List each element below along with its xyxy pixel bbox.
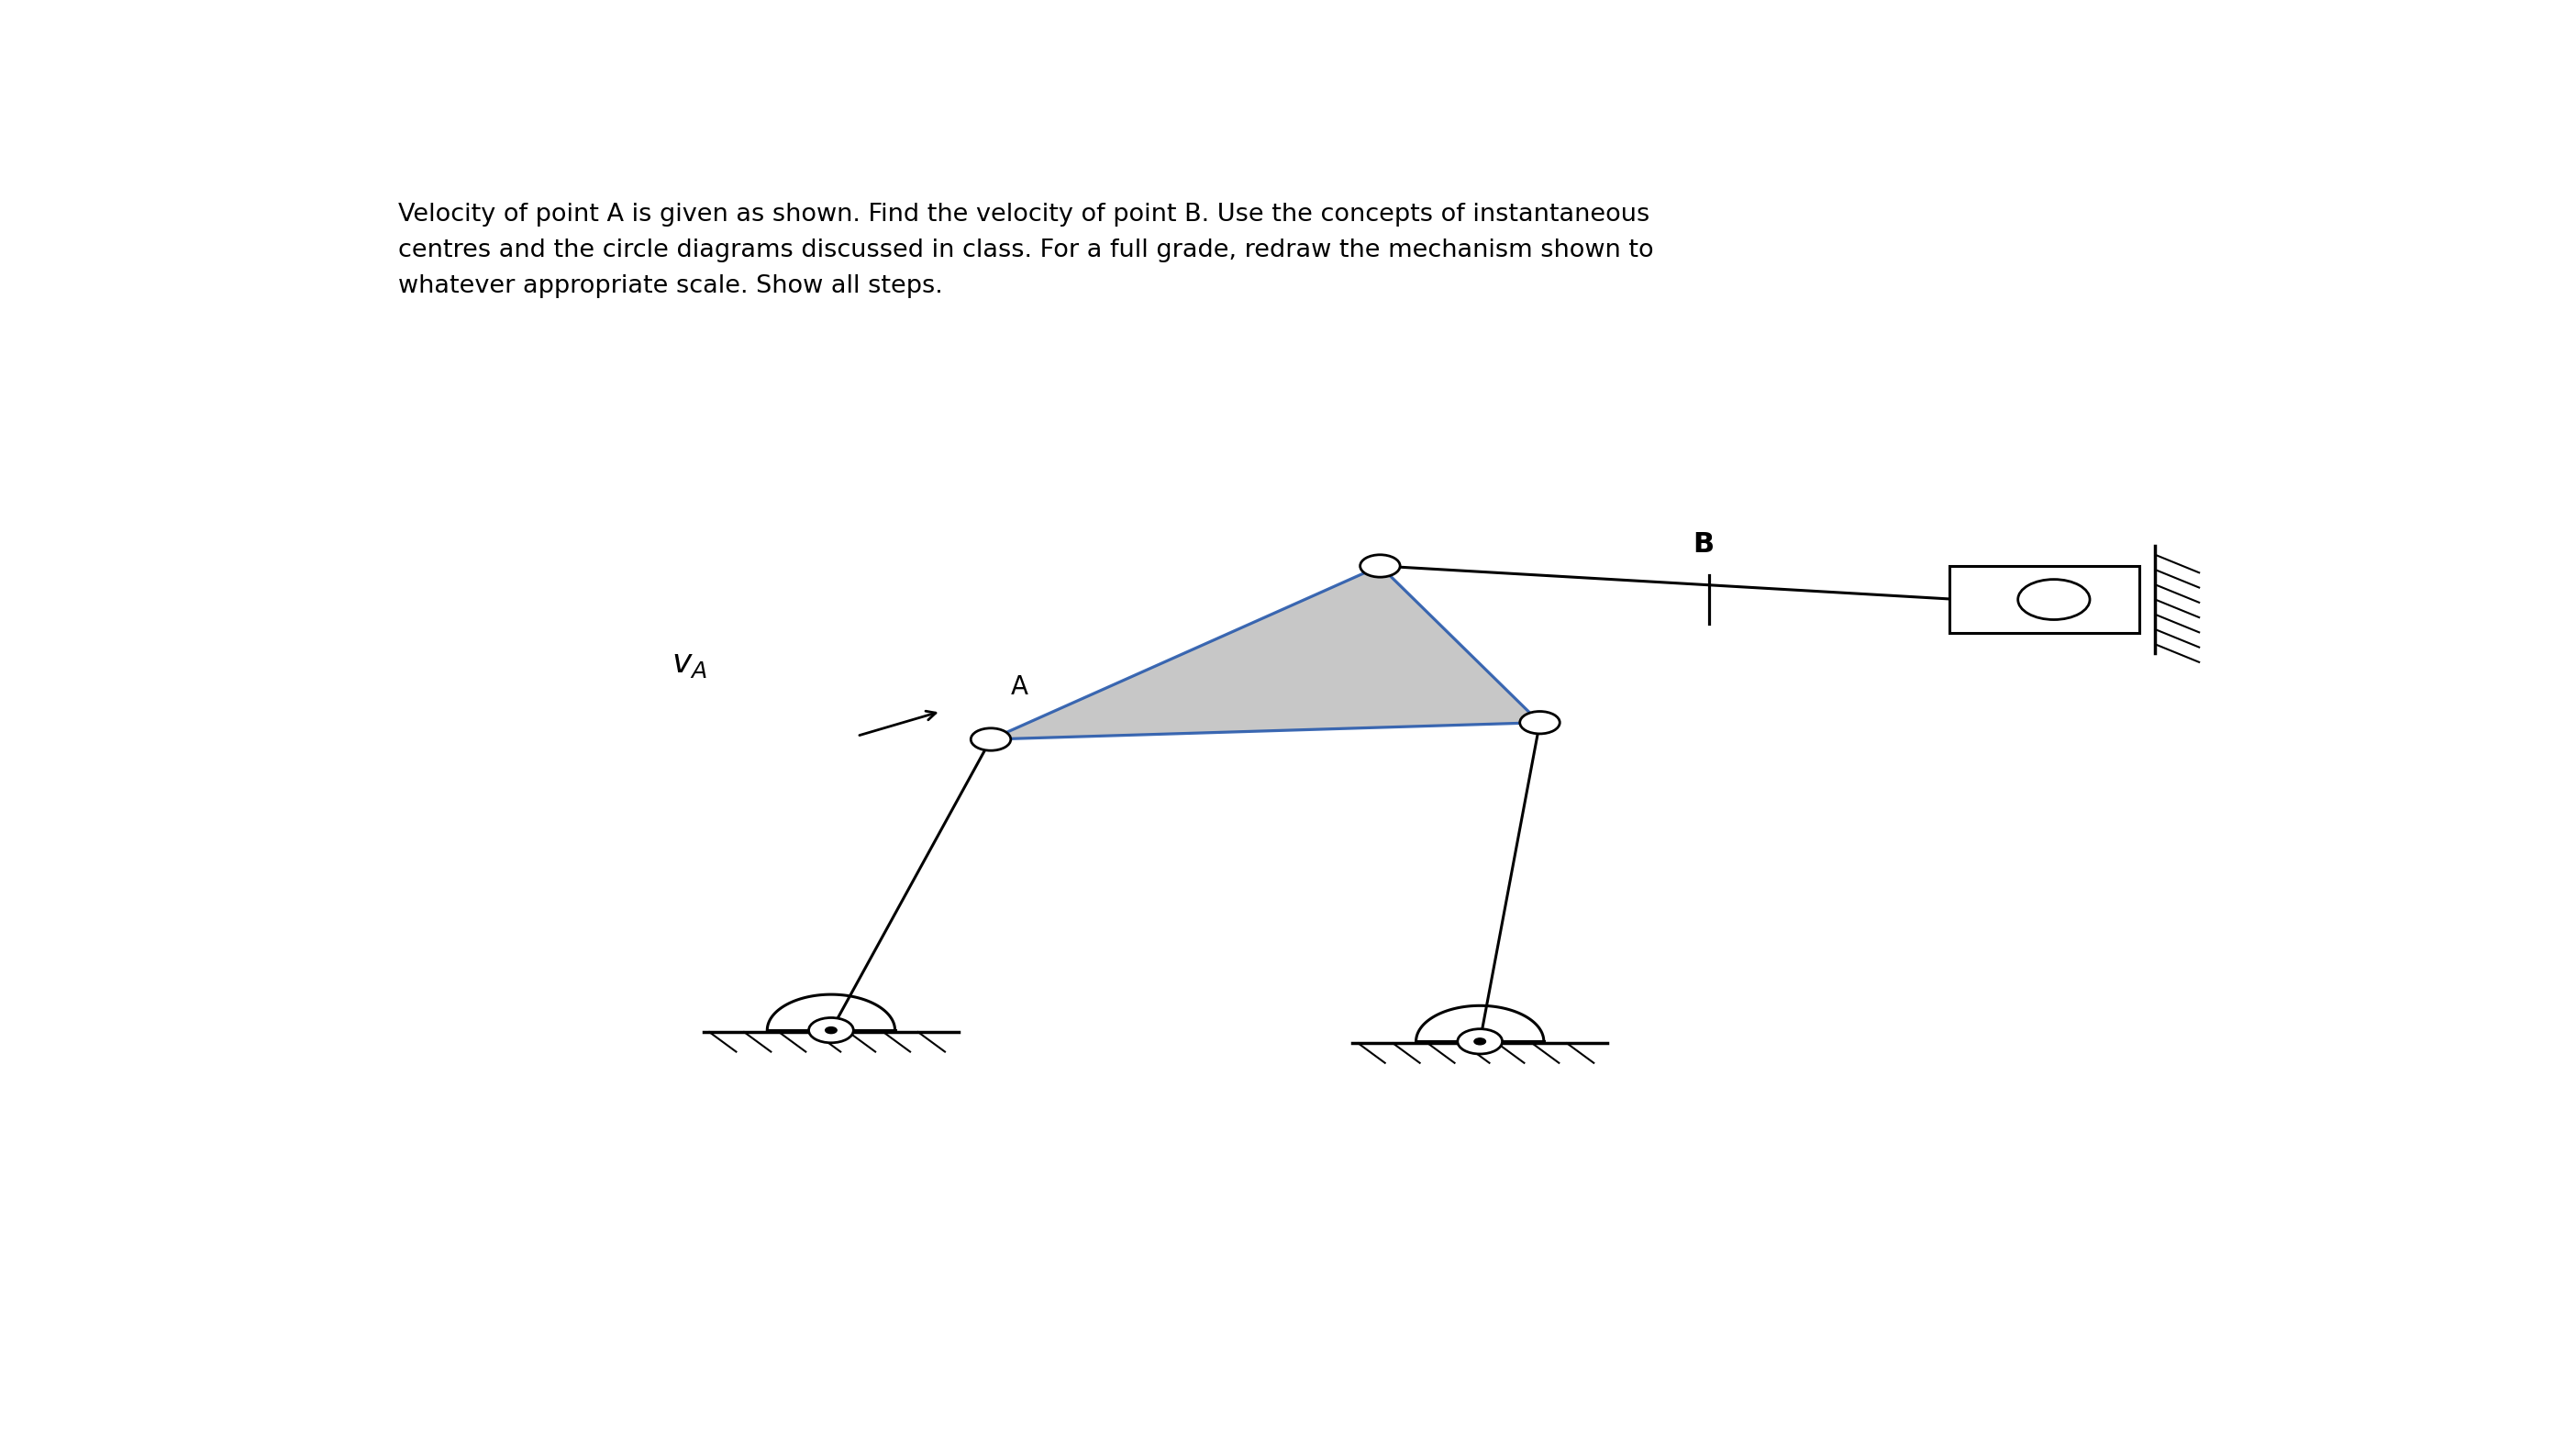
Circle shape <box>1473 1039 1486 1045</box>
Text: $\mathit{v}_A$: $\mathit{v}_A$ <box>672 648 706 680</box>
Circle shape <box>1458 1029 1502 1053</box>
Circle shape <box>1520 712 1561 734</box>
Circle shape <box>824 1027 837 1033</box>
Bar <box>1950 565 2138 634</box>
Circle shape <box>971 728 1010 751</box>
Text: B: B <box>1692 532 1713 558</box>
Polygon shape <box>992 565 1540 740</box>
Circle shape <box>2017 580 2089 619</box>
Text: A: A <box>1010 674 1028 700</box>
Circle shape <box>809 1017 853 1043</box>
Circle shape <box>1360 555 1401 577</box>
Text: Velocity of point A is given as shown. Find the velocity of point B. Use the con: Velocity of point A is given as shown. F… <box>397 202 1654 298</box>
